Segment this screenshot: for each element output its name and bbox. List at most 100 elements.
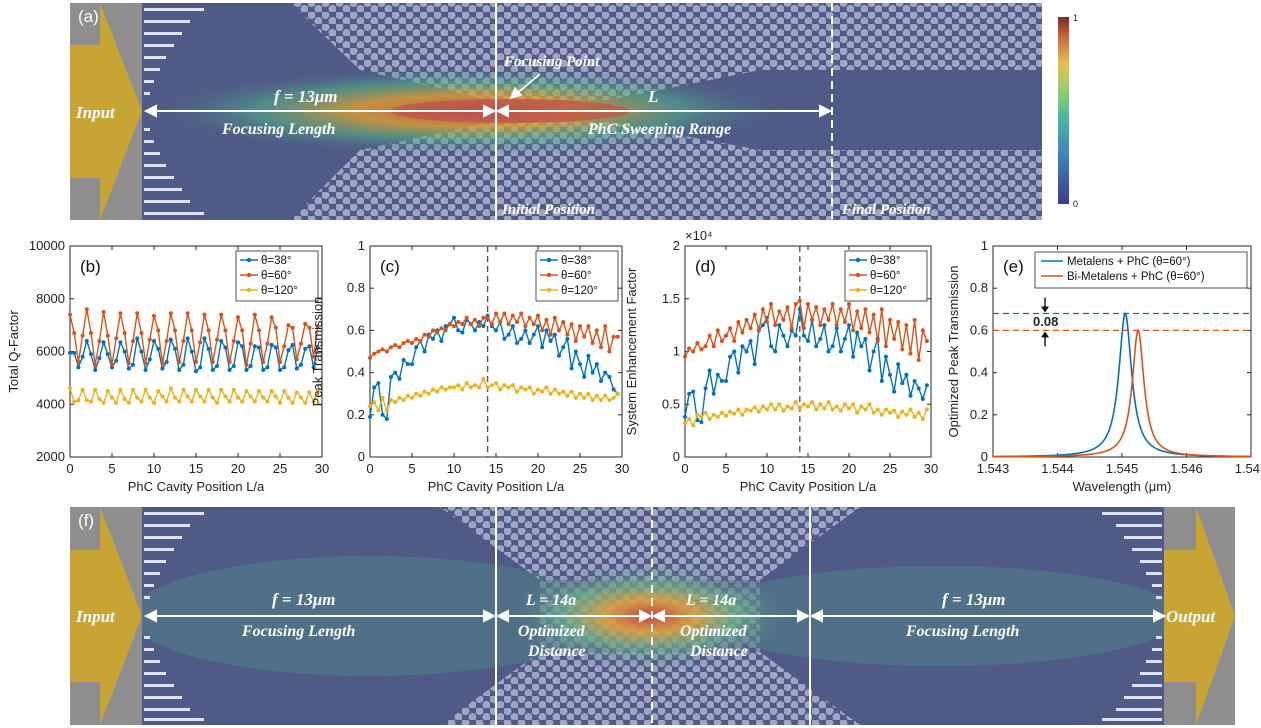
data-point	[769, 344, 774, 349]
x-tick-label: 20	[231, 461, 245, 476]
data-point	[683, 421, 687, 426]
output-arrow	[1164, 507, 1235, 725]
data-point	[736, 407, 741, 412]
data-point	[177, 367, 182, 372]
data-point	[110, 395, 114, 400]
focusing-point-arrow	[509, 73, 541, 100]
x-tick-label: 10	[760, 461, 774, 476]
chart-d: 0 5 10 15 20 25 30 0 0.5 1 1.5 2 PhC Cavity Position…	[624, 228, 938, 494]
data-point	[215, 337, 219, 342]
data-point	[481, 315, 486, 320]
legend-entry: θ=120°	[261, 285, 298, 297]
data-point	[152, 400, 156, 405]
data-point	[143, 387, 148, 392]
y-tick-label: 1	[358, 238, 365, 253]
data-point	[611, 387, 616, 392]
data-point	[515, 341, 519, 346]
data-point	[578, 324, 582, 329]
data-point	[244, 389, 249, 394]
data-point	[80, 354, 85, 359]
data-point	[773, 349, 778, 354]
data-point	[376, 349, 381, 354]
data-point	[590, 341, 595, 346]
optimized-right-label: Optimized	[680, 623, 748, 640]
data-point	[769, 402, 774, 407]
data-point	[814, 305, 819, 310]
data-point	[303, 321, 308, 326]
data-point	[830, 302, 835, 307]
chart-c: 0 5 10 15 20 25 30 0 0.2 0.4 0.6 0.8 1 PhC Cavity Pos…	[310, 238, 629, 494]
data-point	[810, 400, 815, 405]
data-point	[912, 414, 917, 419]
data-point	[452, 385, 456, 390]
data-point	[252, 399, 257, 404]
data-point	[456, 328, 461, 333]
data-point	[736, 319, 741, 324]
y-tick-label: 0.8	[347, 280, 365, 295]
distance-left-label: Distance	[527, 643, 586, 660]
gap-annotation: 0.08	[1033, 314, 1058, 329]
data-point	[227, 399, 232, 404]
legend-entry: θ=38°	[561, 255, 592, 267]
data-point	[904, 323, 909, 328]
data-point	[578, 362, 582, 367]
data-point	[867, 368, 872, 373]
data-point	[76, 365, 81, 370]
data-point	[185, 336, 190, 341]
data-point	[143, 367, 148, 372]
data-point	[711, 391, 716, 396]
data-point	[842, 319, 847, 324]
x-tick-label: 15	[489, 461, 503, 476]
data-point	[311, 354, 316, 359]
data-point	[732, 338, 737, 343]
data-point	[114, 400, 119, 405]
data-point	[227, 360, 232, 365]
data-point	[607, 398, 612, 403]
y-tick-label: 0.2	[347, 407, 365, 422]
focusing-point-label: Focusing Point	[503, 54, 600, 70]
data-point	[422, 389, 427, 394]
data-point	[294, 366, 299, 371]
data-point	[464, 315, 469, 320]
data-point	[194, 360, 198, 365]
data-point	[752, 405, 757, 410]
data-point	[126, 366, 131, 371]
L-label: L	[647, 87, 658, 106]
data-point	[838, 349, 843, 354]
data-point	[372, 385, 377, 390]
data-point	[515, 389, 519, 394]
data-point	[286, 395, 291, 400]
panel-a-letter: (a)	[78, 7, 99, 26]
data-point	[269, 389, 274, 394]
data-point	[527, 315, 532, 320]
data-point	[315, 345, 320, 350]
data-point	[261, 367, 266, 372]
data-point	[552, 315, 557, 320]
data-point	[777, 323, 782, 328]
data-point	[477, 385, 482, 390]
data-point	[110, 362, 114, 367]
data-point	[847, 323, 851, 328]
data-point	[830, 344, 835, 349]
data-point	[494, 328, 498, 333]
x-tick-label: 1.545	[1106, 461, 1139, 476]
data-point	[257, 389, 261, 394]
data-point	[152, 313, 156, 318]
data-point	[510, 324, 515, 329]
data-point	[498, 387, 503, 392]
data-point	[748, 408, 753, 413]
data-point	[431, 328, 435, 333]
data-point	[924, 407, 929, 412]
data-point	[896, 414, 901, 419]
data-point	[418, 393, 423, 398]
y-tick-label: 10000	[29, 238, 65, 253]
data-point	[405, 393, 410, 398]
data-point	[286, 323, 291, 328]
data-point	[703, 410, 708, 415]
data-point	[173, 346, 177, 351]
data-point	[801, 333, 806, 338]
data-point	[273, 345, 278, 350]
data-point	[510, 313, 515, 318]
data-point	[397, 345, 402, 350]
legend-marker	[855, 272, 861, 278]
